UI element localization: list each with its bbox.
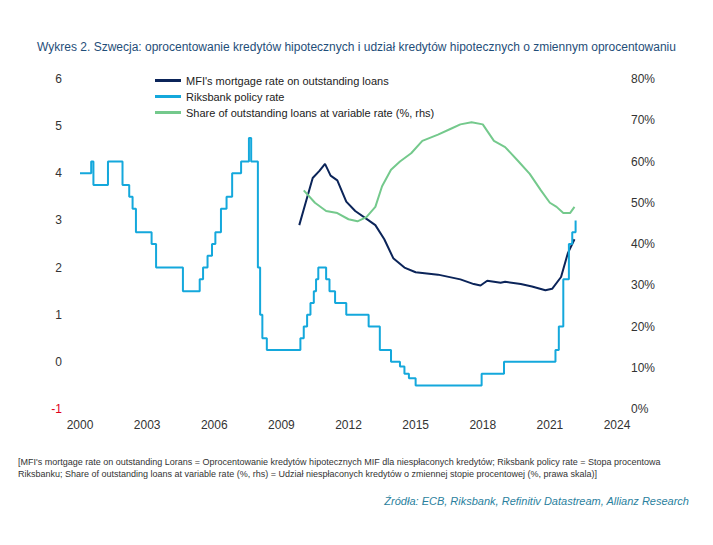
- svg-text:5: 5: [55, 119, 62, 133]
- svg-text:Riksbank policy rate: Riksbank policy rate: [186, 91, 284, 103]
- svg-text:2006: 2006: [201, 418, 228, 432]
- svg-text:80%: 80%: [631, 72, 655, 86]
- svg-text:Wykres 2. Szwecja: oprocentowa: Wykres 2. Szwecja: oprocentowanie kredyt…: [37, 40, 676, 54]
- svg-text:0%: 0%: [631, 402, 649, 416]
- svg-text:20%: 20%: [631, 320, 655, 334]
- svg-text:6: 6: [55, 72, 62, 86]
- svg-text:30%: 30%: [631, 278, 655, 292]
- svg-text:2009: 2009: [268, 418, 295, 432]
- svg-text:2024: 2024: [604, 418, 631, 432]
- svg-text:3: 3: [55, 213, 62, 227]
- svg-text:2015: 2015: [402, 418, 429, 432]
- svg-text:2018: 2018: [469, 418, 496, 432]
- svg-text:4: 4: [55, 166, 62, 180]
- html-text:[MFI's mortgage rate on outsta: [MFI's mortgage rate on outstanding Lora…: [18, 457, 661, 479]
- svg-text:-1: -1: [51, 402, 62, 416]
- svg-text:2000: 2000: [67, 418, 94, 432]
- svg-text:MFI's mortgage rate on outstan: MFI's mortgage rate on outstanding loans: [186, 75, 389, 87]
- svg-text:0: 0: [55, 355, 62, 369]
- html-text:Źródła: ECB, Riksbank, Refinit: Źródła: ECB, Riksbank, Refinitiv Datastr…: [384, 495, 689, 507]
- svg-text:60%: 60%: [631, 155, 655, 169]
- svg-text:2: 2: [55, 261, 62, 275]
- svg-text:70%: 70%: [631, 113, 655, 127]
- svg-text:50%: 50%: [631, 196, 655, 210]
- svg-text:40%: 40%: [631, 237, 655, 251]
- svg-text:1: 1: [55, 308, 62, 322]
- svg-text:Share of outstanding loans at: Share of outstanding loans at variable r…: [186, 107, 434, 119]
- svg-text:10%: 10%: [631, 361, 655, 375]
- svg-text:2012: 2012: [335, 418, 362, 432]
- svg-text:2021: 2021: [537, 418, 564, 432]
- svg-text:2003: 2003: [134, 418, 161, 432]
